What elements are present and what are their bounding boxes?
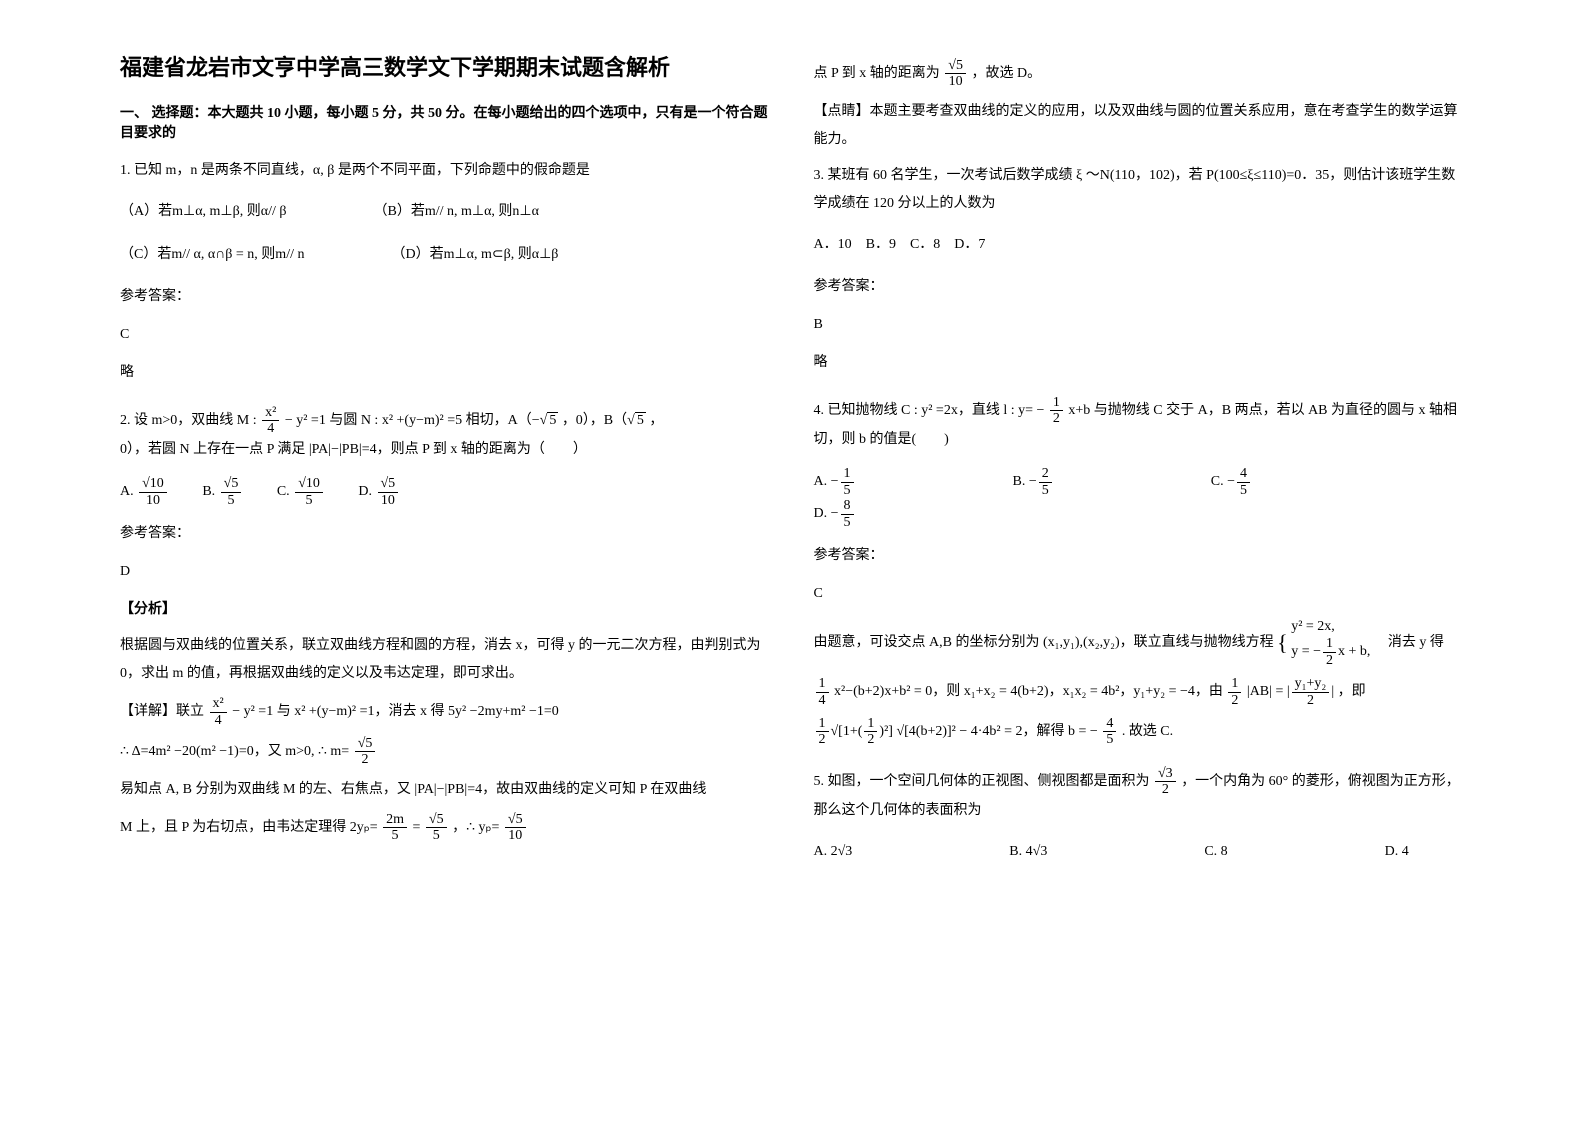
q2-options: A. √10 10 B. √5 5 C. √10 5 [120,476,774,508]
q4-sol-2: 14 x²−(b+2)x+b² = 0，则 x₁+x₂ = 4(b+2)，x₁x… [814,676,1468,708]
q2-ans-label: 参考答案： [120,520,774,548]
q2-opt-b: B. √5 5 [202,476,243,508]
q2-detail-2: ∴ Δ=4m² −20(m² −1)=0，又 m>0, ∴ m= √5 2 [120,736,774,768]
q2-opt-c: C. √10 5 [277,476,325,508]
q2-stem-mid2: ，0），B（ [562,413,627,428]
q1-options-row1: （A）若m⊥α, m⊥β, 则α// β （B）若m// n, m⊥α, 则n⊥… [120,197,774,228]
q4-opt-b: B. −25 [1013,466,1054,498]
q2-stem: 2. 设 m>0，双曲线 M : x² 4 − y² =1 与圆 N : x² … [120,405,774,437]
q1-opt-d: （D）若m⊥α, m⊂β, 则α⊥β [391,240,558,271]
q3-extra: 略 [814,349,1468,377]
q2-detail-3: 易知点 A, B 分别为双曲线 M 的左、右焦点，又 |PA|−|PB|=4，故… [120,776,774,804]
q1-options-row2: （C）若m// α, α∩β = n, 则m// n （D）若m⊥α, m⊂β,… [120,240,774,271]
q2-stem-post: 0），若圆 N 上存在一点 P 满足 |PA|−|PB|=4，则点 P 到 x … [120,436,774,464]
q5-opt-d: D. 4 [1385,837,1409,868]
frac-x2-4: x² 4 [262,405,279,437]
q5-opt-c: C. 8 [1204,837,1227,868]
q4-stem: 4. 已知抛物线 C : y² =2x，直线 l : y= − 1 2 x+b … [814,395,1468,455]
q2-detail-1: 【详解】联立 x² 4 − y² =1 与 x² +(y−m)² =1，消去 x… [120,696,774,728]
main-title: 福建省龙岩市文亨中学高三数学文下学期期末试题含解析 [120,50,774,82]
q4-sol-3: 12√[1+(12)²] √[4(b+2)]² − 4·4b² = 2，解得 b… [814,716,1468,748]
q4-options: A. −15 B. −25 C. −45 D. −85 [814,466,1468,530]
q5-stem: 5. 如图，一个空间几何体的正视图、侧视图都是面积为 √3 2 ，一个内角为 6… [814,766,1468,826]
right-column: 点 P 到 x 轴的距离为 √5 10 ，故选 D。 【点睛】本题主要考查双曲线… [794,50,1488,1072]
question-4: 4. 已知抛物线 C : y² =2x，直线 l : y= − 1 2 x+b … [814,395,1468,748]
q4-sol-1: 由题意，可设交点 A,B 的坐标分别为 (x₁,y₁),(x₂,y₂)，联立直线… [814,618,1468,668]
q2-analysis-label: 【分析】 [120,596,774,624]
q2-opt-d: D. √5 10 [358,476,400,508]
q3-ans: B [814,311,1468,339]
q1-stem: 1. 已知 m，n 是两条不同直线，α, β 是两个不同平面，下列命题中的假命题… [120,157,774,185]
q3-stem: 3. 某班有 60 名学生，一次考试后数学成绩 ξ ～N(110，102)，若 … [814,162,1468,218]
q3-ans-label: 参考答案： [814,273,1468,301]
q3-options: A．10 B．9 C．8 D．7 [814,230,1468,261]
q4-opt-d: D. −85 [814,498,856,530]
q1-opt-a: （A）若m⊥α, m⊥β, 则α// β [120,197,286,228]
q4-ans: C [814,580,1468,608]
q1-opt-c: （C）若m// α, α∩β = n, 则m// n [120,240,304,271]
question-2: 2. 设 m>0，双曲线 M : x² 4 − y² =1 与圆 N : x² … [120,405,774,844]
q1-opt-b: （B）若m// n, m⊥α, 则n⊥α [373,197,538,228]
q4-ans-label: 参考答案： [814,542,1468,570]
q4-opt-a: A. −15 [814,466,856,498]
q2-detail-4: M 上，且 P 为右切点，由韦达定理得 2yₚ= 2m 5 = √5 5 ，∴ … [120,812,774,844]
q2-ans: D [120,558,774,586]
q2-point: 【点睛】本题主要考查双曲线的定义的应用，以及双曲线与圆的位置关系应用，意在考查学… [814,98,1468,154]
q5-opt-a: A. 2√3 [814,837,853,868]
q1-ans: C [120,321,774,349]
q2-stem-mid1: − y² =1 与圆 N : x² +(y−m)² =5 相切，A（− [285,413,540,428]
q2-analysis-text: 根据圆与双曲线的位置关系，联立双曲线方程和圆的方程，消去 x，可得 y 的一元二… [120,632,774,688]
question-5: 5. 如图，一个空间几何体的正视图、侧视图都是面积为 √3 2 ，一个内角为 6… [814,766,1468,869]
q2-opt-a: A. √10 10 [120,476,169,508]
section-heading: 一、 选择题：本大题共 10 小题，每小题 5 分，共 50 分。在每小题给出的… [120,102,774,142]
q2-stem-mid3: ， [649,413,663,428]
q2-stem-pre: 2. 设 m>0，双曲线 M : [120,413,260,428]
q2-right-cont: 点 P 到 x 轴的距离为 √5 10 ，故选 D。 [814,58,1468,90]
q1-extra: 略 [120,359,774,387]
left-column: 福建省龙岩市文亨中学高三数学文下学期期末试题含解析 一、 选择题：本大题共 10… [100,50,794,1072]
q1-ans-label: 参考答案： [120,283,774,311]
q5-opt-b: B. 4√3 [1009,837,1047,868]
q5-options: A. 2√3 B. 4√3 C. 8 D. 4 [814,837,1468,868]
question-3: 3. 某班有 60 名学生，一次考试后数学成绩 ξ ～N(110，102)，若 … [814,162,1468,377]
question-1: 1. 已知 m，n 是两条不同直线，α, β 是两个不同平面，下列命题中的假命题… [120,157,774,387]
q4-opt-c: C. −45 [1211,466,1252,498]
